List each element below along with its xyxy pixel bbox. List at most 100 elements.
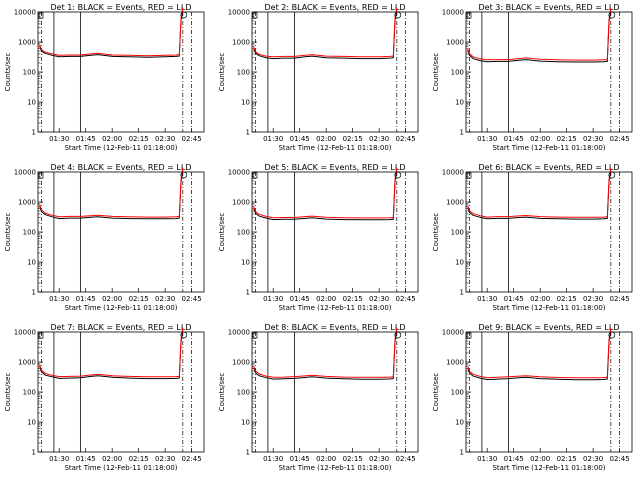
y-tick-label: 1000 — [18, 199, 36, 207]
panel-title: Det 7: BLACK = Events, RED = LLD — [51, 323, 192, 332]
x-tick-label: 02:15 — [557, 455, 577, 463]
y-tick-label: 1000 — [446, 39, 464, 47]
x-tick-label: 02:45 — [182, 455, 202, 463]
y-tick-label: 10 — [27, 99, 36, 107]
lld-series-line — [467, 7, 612, 61]
x-axis-label: Start Time (12-Feb-11 01:18:00) — [278, 144, 391, 152]
x-tick-label: 01:30 — [477, 135, 497, 143]
events-series-line — [39, 169, 184, 220]
panel-title: Det 4: BLACK = Events, RED = LLD — [51, 163, 192, 172]
x-tick-label: 02:45 — [182, 295, 202, 303]
x-tick-label: 02:45 — [610, 455, 630, 463]
x-tick-label: 02:30 — [369, 295, 389, 303]
x-tick-label: 01:45 — [290, 455, 310, 463]
x-tick-label: 02:45 — [396, 135, 416, 143]
x-tick-label: 02:30 — [369, 135, 389, 143]
y-tick-label: 10000 — [442, 329, 464, 337]
plot-frame — [465, 11, 633, 133]
x-axis-label: Start Time (12-Feb-11 01:18:00) — [64, 304, 177, 312]
corner-marker — [252, 172, 258, 179]
x-tick-label: 01:30 — [477, 295, 497, 303]
y-tick-label: 10 — [455, 259, 464, 267]
y-axis-label: Counts/sec — [218, 53, 226, 92]
events-series-line — [253, 169, 398, 221]
x-axis-label: Start Time (12-Feb-11 01:18:00) — [492, 304, 605, 312]
y-axis-label: Counts/sec — [432, 53, 440, 92]
panel-title: Det 6: BLACK = Events, RED = LLD — [479, 163, 620, 172]
x-tick-label: 02:00 — [316, 455, 336, 463]
y-tick-label: 10000 — [442, 9, 464, 17]
y-tick-label: 100 — [237, 69, 250, 77]
detector-panel: Det 6: BLACK = Events, RED = LLD Counts/s… — [432, 163, 633, 312]
events-series-line — [467, 169, 612, 220]
x-tick-label: 01:30 — [263, 295, 283, 303]
y-tick-label: 1000 — [232, 359, 250, 367]
y-axis-label: Counts/sec — [218, 213, 226, 252]
y-tick-label: 10 — [27, 259, 36, 267]
x-tick-label: 02:15 — [129, 135, 149, 143]
x-tick-label: 02:45 — [610, 135, 630, 143]
end-marker — [394, 171, 402, 179]
end-marker — [394, 11, 402, 19]
corner-marker — [252, 332, 258, 339]
y-tick-label: 10000 — [228, 169, 250, 177]
y-tick-label: 10 — [27, 419, 36, 427]
y-tick-label: 1000 — [446, 359, 464, 367]
events-series-line — [39, 329, 184, 380]
x-tick-label: 02:15 — [129, 455, 149, 463]
y-tick-label: 10 — [241, 419, 250, 427]
end-marker — [608, 171, 616, 179]
events-series-line — [253, 9, 398, 60]
detector-panel: Det 2: BLACK = Events, RED = LLD Counts/s… — [218, 3, 419, 152]
x-tick-label: 02:00 — [316, 135, 336, 143]
x-tick-label: 01:45 — [76, 135, 96, 143]
x-axis-label: Start Time (12-Feb-11 01:18:00) — [278, 304, 391, 312]
y-tick-label: 10 — [455, 419, 464, 427]
x-tick-label: 02:00 — [102, 295, 122, 303]
plot-frame — [251, 331, 419, 453]
detector-panel: Det 7: BLACK = Events, RED = LLD Counts/s… — [4, 323, 205, 472]
y-tick-label: 10000 — [228, 329, 250, 337]
y-tick-label: 10000 — [442, 169, 464, 177]
x-tick-label: 02:30 — [583, 295, 603, 303]
panel-title: Det 1: BLACK = Events, RED = LLD — [51, 3, 192, 12]
panel-title: Det 3: BLACK = Events, RED = LLD — [479, 3, 620, 12]
x-tick-label: 02:15 — [343, 295, 363, 303]
y-tick-label: 1 — [460, 449, 464, 457]
x-axis-label: Start Time (12-Feb-11 01:18:00) — [492, 144, 605, 152]
y-tick-label: 1 — [246, 129, 250, 137]
x-axis-label: Start Time (12-Feb-11 01:18:00) — [64, 144, 177, 152]
detector-panel: Det 1: BLACK = Events, RED = LLD Counts/s… — [4, 3, 205, 152]
x-tick-label: 01:30 — [263, 455, 283, 463]
plot-frame — [37, 11, 205, 133]
plot-frame — [37, 331, 205, 453]
y-tick-label: 1 — [246, 449, 250, 457]
x-tick-label: 02:30 — [583, 135, 603, 143]
y-tick-label: 100 — [451, 69, 464, 77]
events-series-line — [467, 9, 612, 63]
detector-panel: Det 9: BLACK = Events, RED = LLD Counts/s… — [432, 323, 633, 472]
end-marker — [180, 11, 188, 19]
x-tick-label: 02:00 — [316, 295, 336, 303]
x-tick-label: 02:30 — [583, 455, 603, 463]
x-tick-label: 02:45 — [182, 135, 202, 143]
y-tick-label: 10000 — [228, 9, 250, 17]
y-tick-label: 1000 — [446, 199, 464, 207]
x-axis-label: Start Time (12-Feb-11 01:18:00) — [492, 464, 605, 472]
x-tick-label: 01:45 — [76, 295, 96, 303]
corner-marker — [466, 172, 472, 179]
y-tick-label: 10 — [241, 259, 250, 267]
lld-series-line — [39, 327, 184, 378]
corner-marker — [38, 172, 44, 179]
lld-series-line — [39, 7, 184, 57]
x-tick-label: 01:30 — [49, 135, 69, 143]
x-tick-label: 02:45 — [396, 455, 416, 463]
y-tick-label: 1 — [32, 129, 36, 137]
corner-marker — [38, 12, 44, 19]
events-series-line — [39, 9, 184, 58]
y-tick-label: 100 — [23, 69, 36, 77]
events-series-line — [467, 329, 612, 381]
y-tick-label: 100 — [237, 389, 250, 397]
